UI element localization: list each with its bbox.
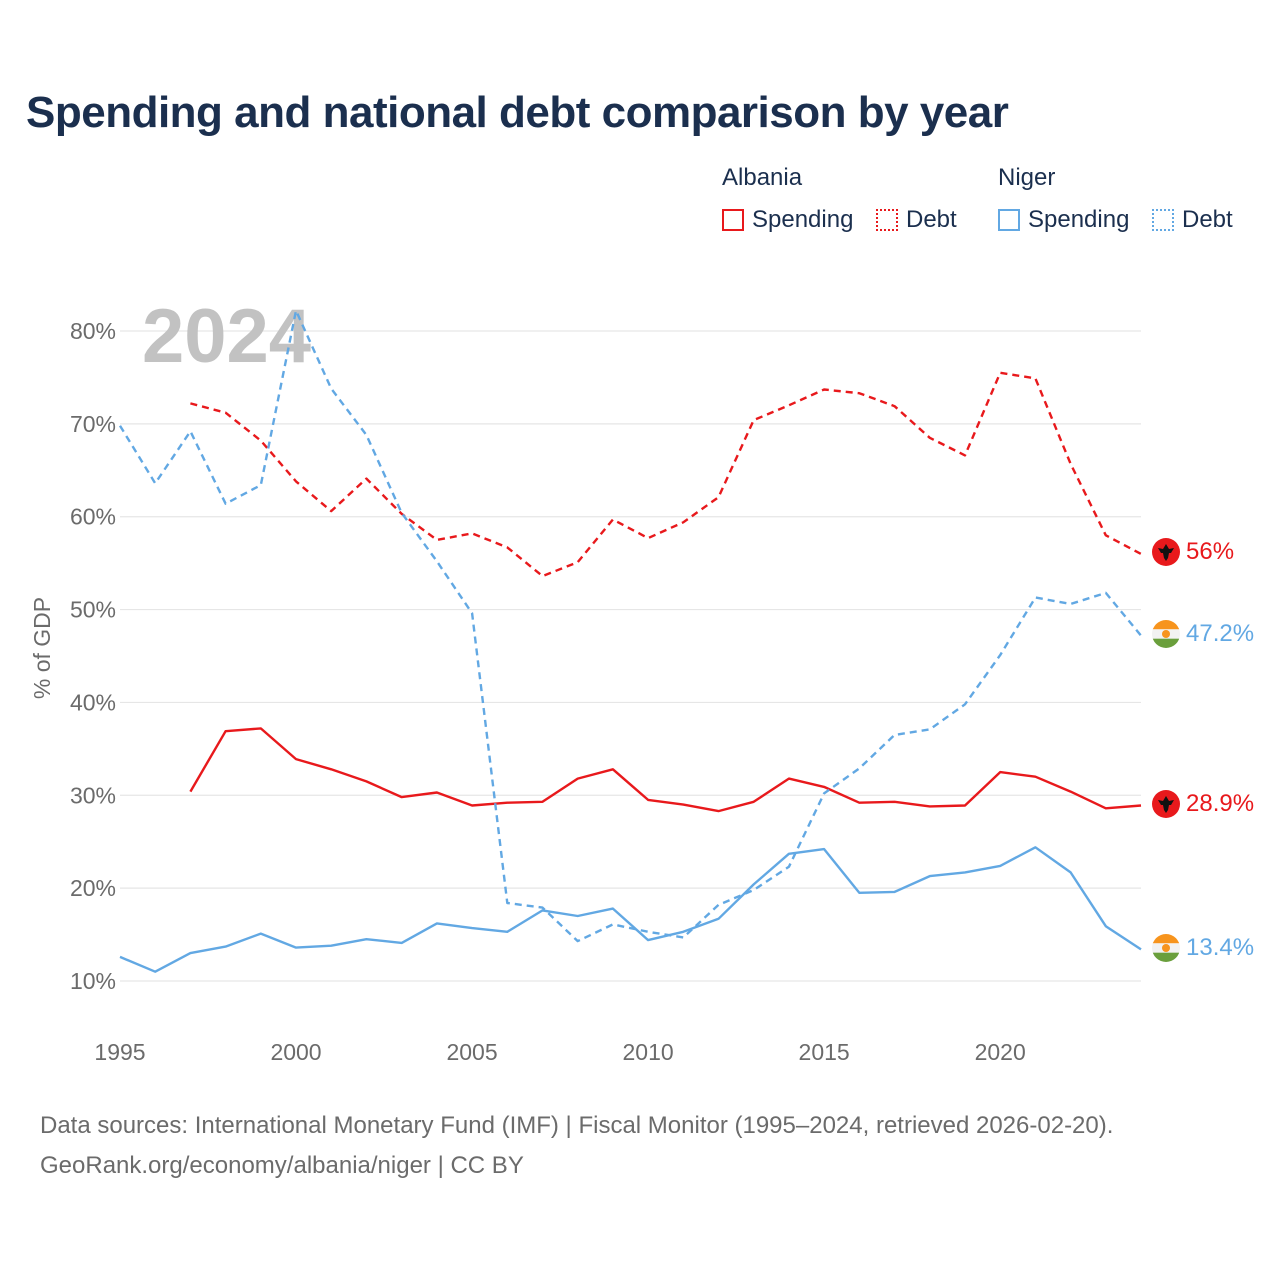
end-markers [1152,538,1180,962]
niger-flag-icon [1152,934,1180,962]
end-labels: 56% 28.9% 47.2% 13.4% [1186,538,1254,961]
x-tick-label: 2020 [975,1039,1026,1065]
x-tick-label: 2005 [446,1039,497,1065]
sources-line: Data sources: International Monetary Fun… [40,1112,1114,1139]
sources-url[interactable]: GeoRank.org/economy/albania/niger | CC B… [40,1152,524,1179]
x-axis-ticks: 1995 2000 2005 2010 2015 2020 [94,1039,1025,1065]
albania-flag-icon [1152,790,1180,818]
x-tick-label: 2010 [623,1039,674,1065]
series-layer [118,309,1142,973]
series-line-niger-debt [118,309,1142,943]
series-line-albania-debt [190,371,1142,578]
page-title: Spending and national debt comparison by… [26,88,1009,137]
series-line-albania-spending [189,727,1142,813]
year-overlay: 2024 [142,294,311,379]
y-tick-label: 70% [70,411,116,437]
legend-niger-debt[interactable]: Debt [1152,206,1233,234]
y-tick-label: 80% [70,318,116,344]
y-axis-ticks: 10% 20% 30% 40% 50% 60% 70% 80% [70,318,116,994]
legend-albania-debt[interactable]: Debt [876,206,957,234]
end-label-niger-debt: 47.2% [1186,620,1254,647]
legend-label: Debt [1182,206,1233,233]
legend-swatch-dotted-blue [1152,209,1174,231]
legend-swatch-dotted-red [876,209,898,231]
legend-albania-spending[interactable]: Spending [722,206,853,234]
x-tick-label: 2000 [270,1039,321,1065]
y-tick-label: 20% [70,875,116,901]
y-tick-label: 40% [70,689,116,715]
albania-flag-icon [1152,538,1180,566]
series-line-niger-spending [119,846,1142,973]
y-tick-label: 60% [70,504,116,530]
x-tick-label: 2015 [799,1039,850,1065]
legend-label: Spending [1028,206,1130,233]
x-tick-label: 1995 [94,1039,145,1065]
y-tick-label: 30% [70,782,116,808]
legend-niger-spending[interactable]: Spending [998,206,1129,234]
data-sources: Data sources: International Monetary Fun… [40,1106,1113,1186]
end-label-niger-spending: 13.4% [1186,934,1254,961]
legend-group-albania: Albania [722,164,803,191]
legend-label: Spending [752,206,854,233]
legend-swatch-solid-red [722,209,744,231]
end-label-albania-spending: 28.9% [1186,790,1254,817]
legend-swatch-solid-blue [998,209,1020,231]
y-tick-label: 50% [70,597,116,623]
y-axis-label: % of GDP [29,597,55,699]
end-label-albania-debt: 56% [1186,538,1234,565]
grid-layer [120,330,1141,982]
legend-group-niger: Niger [998,164,1056,191]
y-tick-label: 10% [70,968,116,994]
niger-flag-icon [1152,620,1180,648]
legend-label: Debt [906,206,957,233]
